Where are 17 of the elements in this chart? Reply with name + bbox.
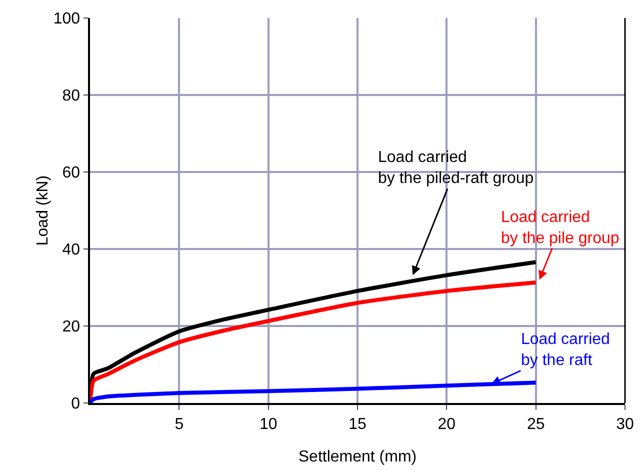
y-tick-label: 100 (53, 10, 80, 28)
y-tick-label: 20 (62, 318, 80, 336)
y-tick-label: 40 (62, 242, 80, 259)
x-tick-label: 25 (526, 416, 545, 433)
x-tick-label: 10 (259, 416, 278, 433)
x-tick-label: 20 (438, 416, 456, 433)
y-axis-title: Load (kN) (34, 175, 52, 246)
y-tick-label: 60 (62, 164, 80, 182)
annotation: Load carried by the piled-raft group (378, 149, 534, 187)
annotation: Load carried by the pile group (501, 209, 620, 247)
x-axis-title: Settlement (mm) (298, 448, 417, 466)
y-tick-label: 80 (62, 88, 80, 105)
x-tick-label: 5 (174, 416, 184, 433)
x-tick-label: 30 (616, 416, 634, 433)
annotation: Load carried by the raft (521, 331, 610, 369)
x-tick-label: 15 (348, 416, 366, 433)
y-tick-label: 0 (71, 396, 80, 413)
